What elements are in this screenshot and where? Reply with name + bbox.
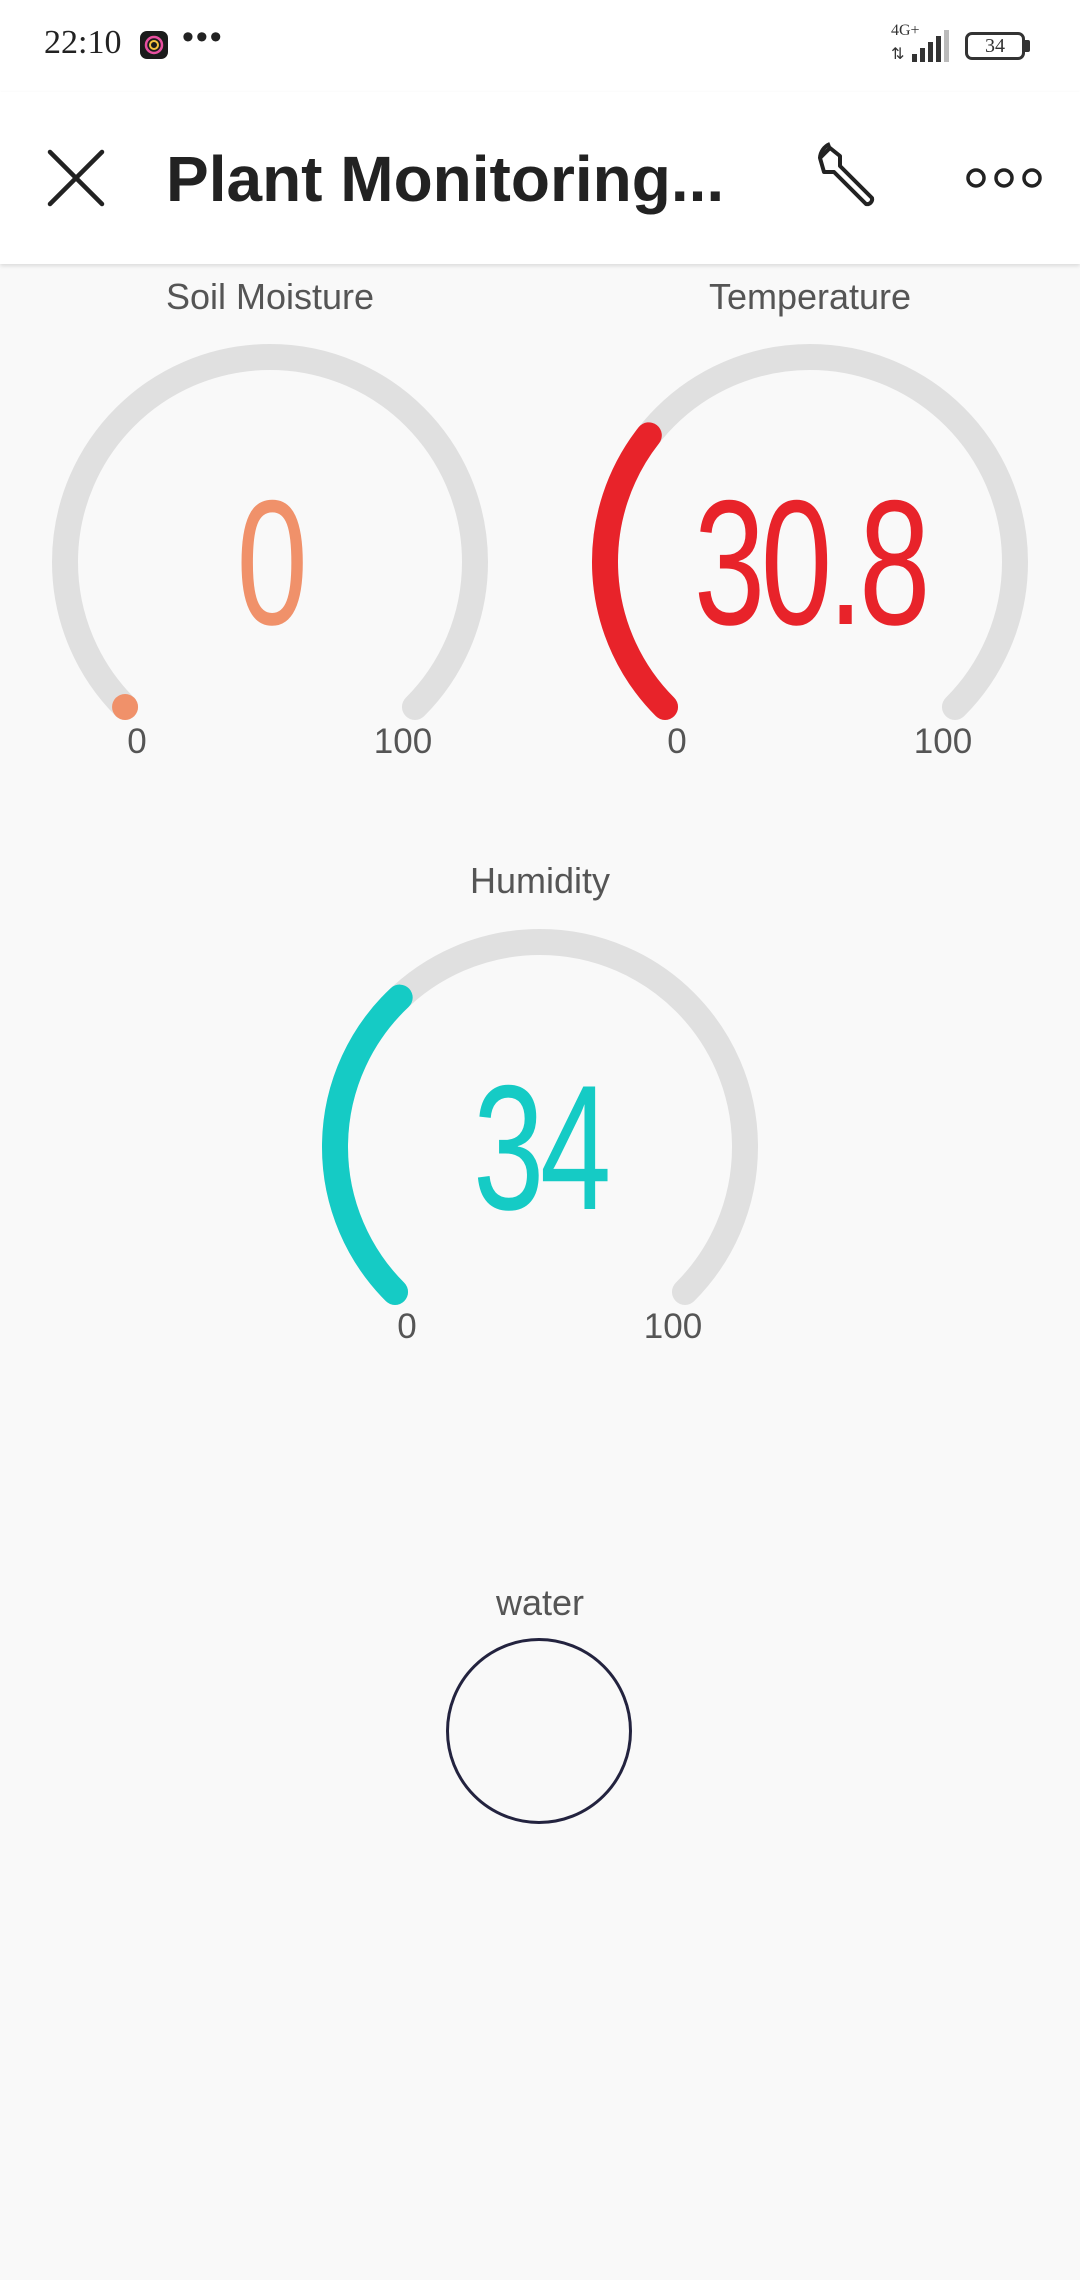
gauge-dial (322, 929, 758, 1305)
more-notifications-icon: ••• (182, 18, 224, 56)
gauge-max-label: 100 (913, 722, 973, 761)
gauge-label: Soil Moisture (165, 276, 375, 317)
gauge-dial (592, 344, 1028, 720)
gauge-label: Temperature (708, 276, 912, 317)
gauge-value: 34 (473, 1048, 611, 1247)
water-button[interactable] (446, 1638, 632, 1824)
status-bar: 22:10 ••• 4G+ ⇅ 34 (0, 0, 1080, 92)
gauge-value-arc (322, 984, 413, 1305)
page-title: Plant Monitoring... (166, 143, 725, 215)
app-notification-icon (140, 31, 168, 59)
gauge-min-label: 0 (397, 1307, 417, 1346)
gauge-label: Humidity (469, 860, 611, 901)
more-options-icon[interactable] (964, 158, 1044, 198)
battery-icon: 34 (965, 32, 1025, 60)
gauge-track (52, 344, 488, 720)
gauge-max-label: 100 (643, 1307, 703, 1346)
wrench-icon[interactable] (810, 138, 886, 214)
gauge-min-label: 0 (127, 722, 147, 761)
gauge-min-label: 0 (667, 722, 687, 761)
water-label: water (495, 1582, 585, 1623)
battery-level: 34 (985, 34, 1005, 57)
data-arrows-icon: ⇅ (891, 46, 905, 63)
close-icon[interactable] (44, 146, 108, 210)
app-header: Plant Monitoring... (0, 92, 1080, 264)
gauge-value-arc (592, 422, 679, 720)
gauge-max-label: 100 (373, 722, 433, 761)
status-time: 22:10 (44, 24, 122, 61)
gauge-value: 0 (236, 463, 308, 662)
network-type: 4G+ (891, 22, 920, 39)
gauge-value: 30.8 (693, 463, 930, 662)
battery-tip (1025, 40, 1030, 52)
gauge-dial (52, 344, 488, 720)
signal-icon (912, 30, 949, 62)
